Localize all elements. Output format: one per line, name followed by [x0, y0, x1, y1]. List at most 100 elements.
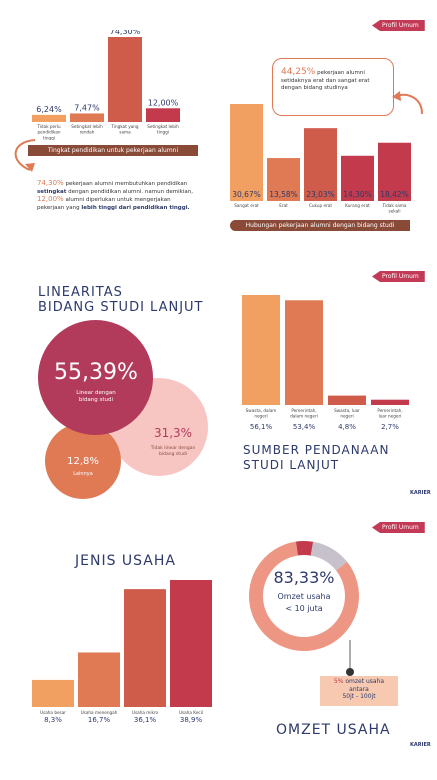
note-pct: 74,30% — [37, 179, 64, 187]
callout-pct: 5% — [333, 678, 344, 685]
note-pct: 12,00% — [37, 195, 64, 203]
bar — [78, 652, 120, 707]
bar — [32, 679, 74, 707]
tick-label: Setingkat lebih — [147, 124, 179, 129]
tick-label: Swasta, dalam — [246, 408, 277, 413]
note-text: alumni diperlukan untuk mengerjakan peke… — [37, 197, 171, 211]
profile-tag: Profil Umum — [372, 20, 425, 31]
tick-label: tinggi — [157, 130, 169, 135]
bar — [124, 589, 166, 707]
profile-tag: Profil Umum — [372, 522, 425, 533]
bar — [32, 114, 66, 122]
title-funding-2: STUDI LANJUT — [243, 458, 340, 472]
note-bold: lebih tinggi dari pendidikan tinggi. — [81, 204, 190, 211]
note-text: dengan pendidikan alumni. namun demikian… — [66, 188, 193, 195]
tick-label: negeri — [254, 414, 267, 419]
title-business-type: JENIS USAHA — [75, 553, 176, 569]
callout-label: 50jt - 100jt — [342, 693, 376, 700]
profile-tag: Profil Umum — [372, 271, 425, 282]
note-field-relation: 44,25% pekerjaan alumni setidaknya erat … — [272, 58, 394, 116]
bar — [230, 104, 263, 201]
revenue-center-label-2: < 10 juta — [285, 604, 323, 613]
callout-text: 5% omzet usaha antara 50jt - 100jt — [322, 678, 396, 701]
data-label: 2,7% — [381, 423, 399, 431]
circle-other — [45, 423, 121, 499]
data-label: 23,03% — [306, 190, 335, 199]
donut-slice — [310, 541, 348, 571]
title-linearity-1: LINEARITAS — [38, 285, 123, 300]
tick-label: sekali — [388, 209, 400, 214]
data-label: 56,1% — [250, 423, 273, 431]
other-label: Lainnya — [73, 471, 93, 477]
tick-label: Cukup erat — [309, 203, 332, 208]
tick-label: Tidak sama — [382, 203, 407, 208]
note-pct: 44,25% — [281, 67, 316, 77]
data-label: 12,00% — [148, 98, 179, 107]
tick-label: Usaha menengah — [81, 710, 118, 715]
data-label: 16,7% — [88, 716, 111, 724]
tick-label: Usaha Kecil — [179, 710, 203, 715]
tick-label: sama — [119, 130, 131, 135]
title-revenue: OMZET USAHA — [276, 722, 391, 738]
callout-box — [320, 676, 398, 706]
data-label: 30,67% — [232, 190, 261, 199]
bar — [146, 108, 180, 122]
arrow-icon — [14, 139, 36, 172]
donut-slice — [295, 541, 314, 556]
callout-label: antara — [349, 685, 369, 693]
data-label: 13,58% — [269, 190, 298, 199]
note-education-level: 74,30% pekerjaan alumni membutuhkan pend… — [37, 179, 199, 230]
tick-label: Swasta, luar — [334, 408, 360, 413]
bar — [378, 142, 411, 201]
bar — [170, 580, 212, 707]
title-linearity-2: BIDANG STUDI LANJUT — [38, 300, 204, 315]
linear-label: Linear dengan bidang studi — [76, 390, 116, 403]
bar — [108, 37, 142, 122]
tick-label: rendah — [80, 130, 95, 135]
data-label: 4,8% — [338, 423, 356, 431]
tick-label: Erat — [279, 203, 288, 208]
tick-label: Sangat erat — [234, 203, 259, 208]
tick-label: Kurang erat — [345, 203, 370, 208]
tick-label: Setingkat lebih — [71, 124, 103, 129]
data-label: 74,30% — [110, 30, 141, 36]
data-label: 38,9% — [180, 716, 203, 724]
linear-value: 55,39% — [54, 360, 138, 385]
ribbon-field-relation: Hubungan pekerjaan alumni dengan bidang … — [230, 220, 410, 231]
ribbon-education-level: Tingkat pendidikan untuk pekerjaan alumn… — [28, 145, 198, 156]
data-label: 14,30% — [343, 190, 372, 199]
tick-label: Usaha besar — [40, 710, 66, 715]
data-label: 8,3% — [44, 716, 62, 724]
tick-label: luar negeri — [379, 414, 402, 419]
karier-logo: KARIER — [410, 742, 431, 748]
revenue-center-label-1: Omzet usaha — [277, 592, 331, 601]
not-linear-label: Tidak linear dengan bidang studi — [150, 446, 196, 457]
data-label: 53,4% — [293, 423, 316, 431]
bar — [341, 155, 374, 201]
data-label: 7,47% — [74, 103, 100, 112]
bar — [242, 295, 280, 405]
bar — [371, 399, 409, 405]
bar — [285, 300, 323, 405]
not-linear-value: 31,3% — [153, 426, 193, 440]
data-label: 36,1% — [134, 716, 157, 724]
callout-line — [346, 640, 354, 676]
callout-label: omzet usaha — [343, 678, 385, 685]
revenue-center-value: 83,33% — [273, 568, 335, 587]
tick-label: negeri — [340, 414, 353, 419]
note-text: pekerjaan alumni membutuhkan pendidikan — [63, 181, 188, 187]
chart-revenue-donut — [249, 541, 359, 651]
chart-funding: Swasta, dalamnegeri56,1%Pemerintah,dalam… — [242, 295, 409, 431]
bar — [70, 113, 104, 122]
bar — [304, 128, 337, 201]
note-text: pekerjaan alumni setidaknya erat dan san… — [281, 70, 370, 91]
bar — [328, 395, 366, 405]
title-funding-1: SUMBER PENDANAAN — [243, 443, 390, 457]
karier-logo: KARIER — [410, 490, 431, 496]
data-label: 18,42% — [380, 190, 409, 199]
tick-label: pendidikan — [37, 130, 60, 135]
tick-label: Tidak perlu — [36, 124, 61, 129]
data-label: 6,24% — [36, 105, 62, 114]
